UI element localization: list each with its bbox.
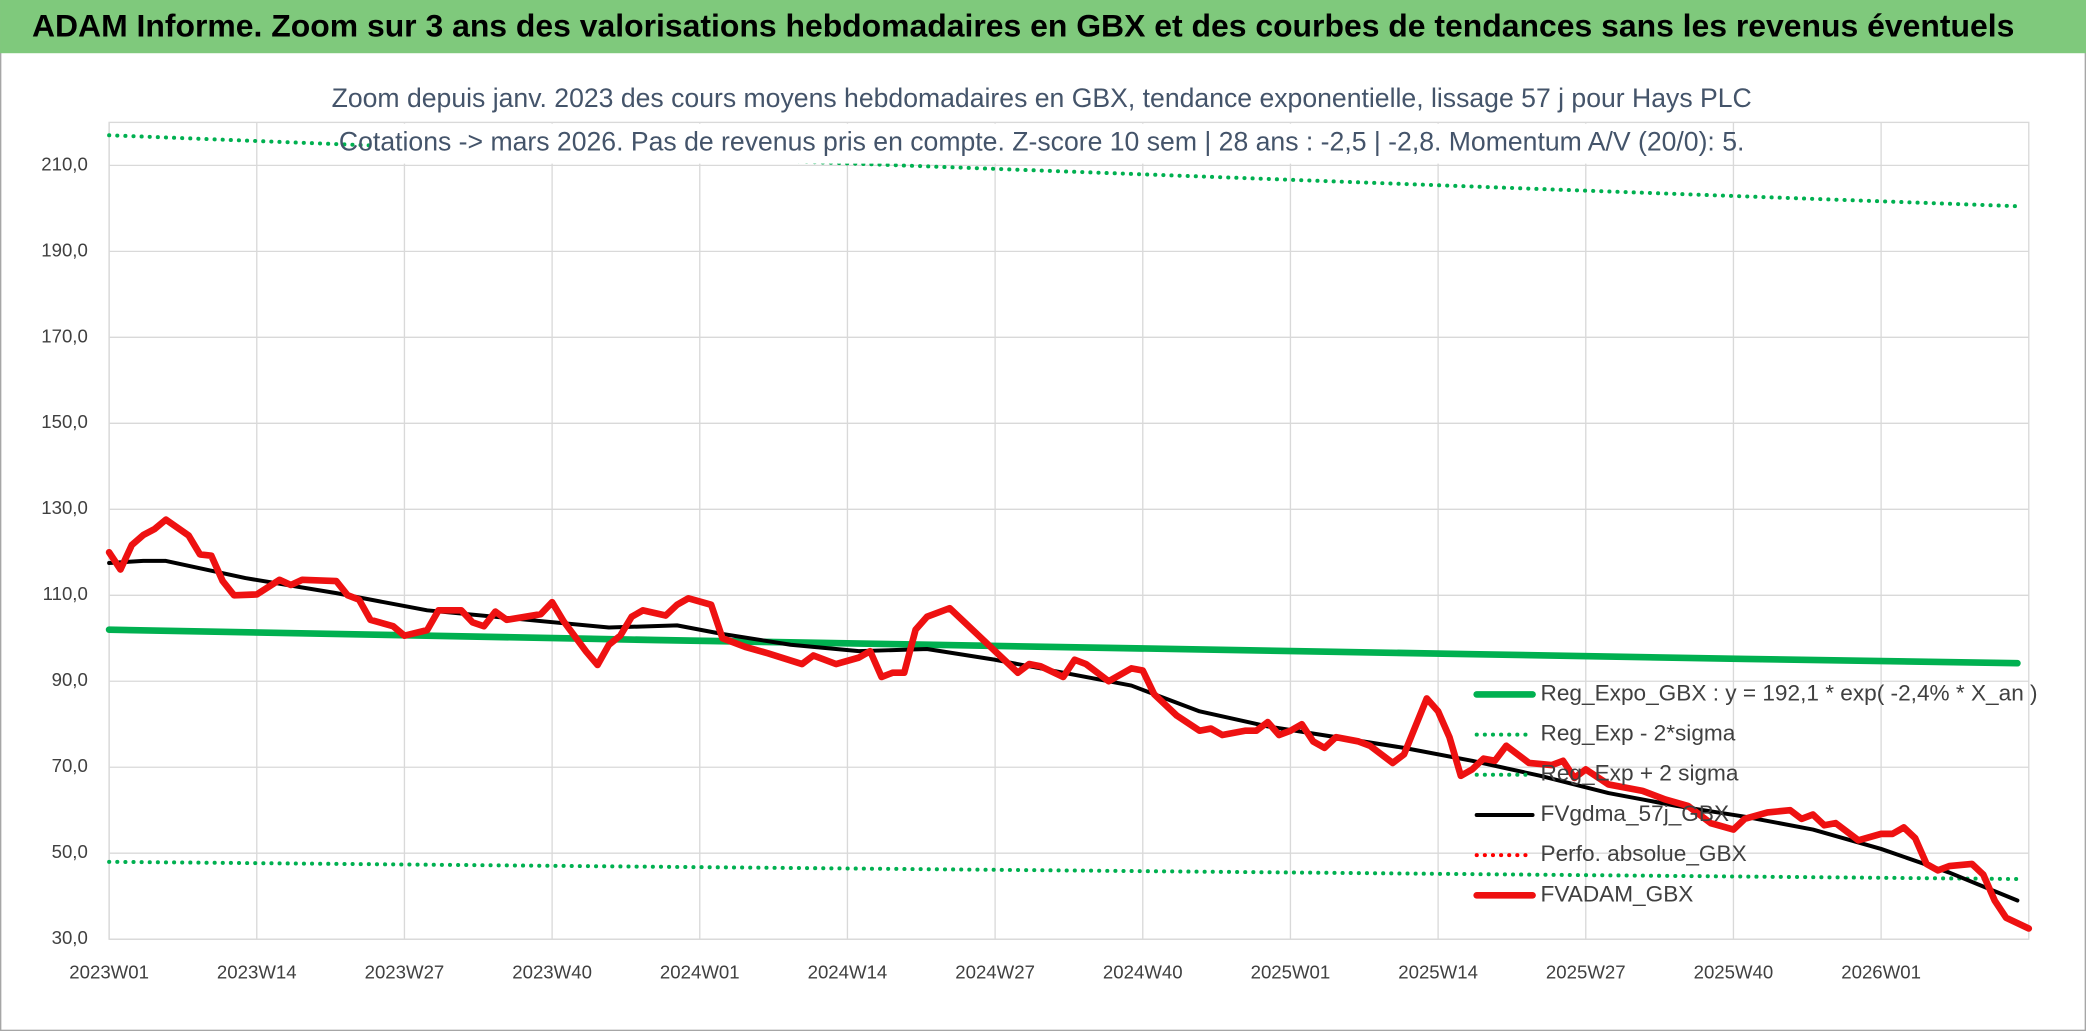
- legend-label: FVgdma_57j_GBX: [1541, 801, 1730, 826]
- x-tick-label: 2024W40: [1103, 962, 1183, 983]
- chart-subtitle: Cotations -> mars 2026. Pas de revenus p…: [339, 127, 1744, 157]
- series-line: [105, 626, 2021, 667]
- y-tick-label: 50,0: [52, 841, 88, 862]
- x-tick-label: 2025W01: [1251, 962, 1331, 983]
- y-tick-label: 170,0: [41, 325, 88, 346]
- title-bg: [369, 123, 1714, 164]
- y-tick-label: 110,0: [43, 583, 88, 604]
- y-tick-label: 90,0: [52, 669, 88, 690]
- series-line: [105, 516, 2033, 932]
- x-tick-label: 2023W27: [365, 962, 445, 983]
- y-tick-label: 210,0: [41, 153, 88, 174]
- header: ADAM Informe. Zoom sur 3 ans des valoris…: [32, 7, 2014, 43]
- header-bar: [0, 0, 2086, 54]
- x-tick-label: 2023W40: [512, 962, 592, 983]
- x-tick-label: 2024W27: [955, 962, 1035, 983]
- legend-label: Perfo. absolue_GBX: [1541, 841, 1747, 866]
- x-tick-label: 2023W14: [217, 962, 297, 983]
- chart-title: Zoom depuis janv. 2023 des cours moyens …: [332, 83, 1752, 113]
- x-tick-label: 2026W01: [1841, 962, 1921, 983]
- plot: 30,0 50,0 70,0 90,0 110,0 130,0 150,0 170,0 190,…: [41, 79, 2038, 983]
- x-tick-label: 2025W40: [1694, 962, 1774, 983]
- x-tick-label: 2023W01: [69, 962, 149, 983]
- y-tick-label: 70,0: [52, 755, 88, 776]
- title-bg: [369, 79, 1714, 120]
- legend-label: Reg_Expo_GBX : y = 192,1 * exp( -2,4% * …: [1541, 680, 2038, 705]
- series-line: [107, 859, 2020, 882]
- y-tick-label: 150,0: [41, 411, 88, 432]
- y-tick-label: 130,0: [41, 497, 88, 518]
- legend-label: Reg_Exp - 2*sigma: [1541, 721, 1736, 746]
- legend-label: FVADAM_GBX: [1541, 881, 1694, 906]
- x-tick-label: 2024W01: [660, 962, 740, 983]
- legend-label: Reg_Exp + 2 sigma: [1541, 761, 1739, 786]
- x-tick-label: 2025W14: [1398, 962, 1478, 983]
- y-tick-label: 30,0: [52, 927, 88, 948]
- title-backdrop: [369, 79, 1714, 164]
- x-tick-label: 2025W27: [1546, 962, 1626, 983]
- y-tick-label: 190,0: [41, 239, 88, 260]
- x-tick-label: 2024W14: [808, 962, 888, 983]
- plot-area: [108, 121, 2030, 940]
